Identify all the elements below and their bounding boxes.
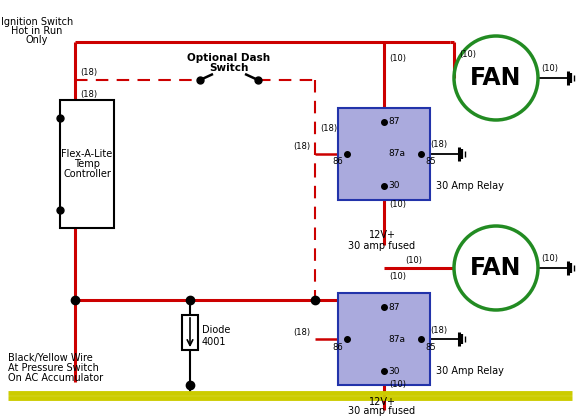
Text: (10): (10)	[389, 380, 406, 390]
Text: 12V+: 12V+	[368, 397, 396, 407]
Bar	[182, 315, 198, 350]
Text: 87: 87	[388, 117, 400, 127]
Text: 30: 30	[388, 181, 400, 191]
Text: Hot in Run: Hot in Run	[11, 26, 63, 36]
Text: On AC Accumulator: On AC Accumulator	[8, 373, 103, 383]
Text: (10): (10)	[541, 65, 558, 73]
Text: FAN: FAN	[470, 66, 522, 90]
Text: (18): (18)	[293, 142, 310, 152]
Text: (18): (18)	[80, 68, 97, 78]
Text: (18): (18)	[80, 91, 97, 99]
Text: (10): (10)	[541, 254, 558, 264]
Bar	[60, 100, 114, 228]
Text: 30 Amp Relay: 30 Amp Relay	[436, 366, 504, 376]
Text: 30 amp fused: 30 amp fused	[349, 241, 415, 251]
Text: 86: 86	[332, 342, 343, 352]
Text: (10): (10)	[459, 51, 476, 59]
Text: 87: 87	[388, 303, 400, 311]
Text: Black/Yellow Wire: Black/Yellow Wire	[8, 353, 93, 363]
Text: 85: 85	[425, 342, 436, 352]
Bar	[338, 108, 430, 200]
Text: (18): (18)	[431, 326, 447, 334]
Text: Diode: Diode	[202, 325, 231, 335]
Text: (10): (10)	[389, 272, 406, 282]
Text: 30: 30	[388, 367, 400, 375]
Text: 12V+: 12V+	[368, 230, 396, 240]
Text: Switch: Switch	[209, 63, 249, 73]
Text: Flex-A-Lite: Flex-A-Lite	[62, 149, 113, 159]
Bar	[338, 293, 430, 385]
Text: Optional Dash: Optional Dash	[188, 53, 271, 63]
Text: (10): (10)	[406, 256, 422, 264]
Text: 85: 85	[425, 158, 436, 166]
Text: 4001: 4001	[202, 337, 227, 347]
Text: Temp: Temp	[74, 159, 100, 169]
Text: (18): (18)	[382, 298, 399, 308]
Text: 87a: 87a	[388, 334, 405, 344]
Text: (10): (10)	[389, 54, 406, 62]
Text: FAN: FAN	[470, 256, 522, 280]
Text: (18): (18)	[431, 140, 447, 150]
Text: 86: 86	[332, 158, 343, 166]
Text: Controller: Controller	[63, 169, 111, 179]
Text: (18): (18)	[320, 124, 337, 132]
Text: 30 amp fused: 30 amp fused	[349, 406, 415, 416]
Text: 87a: 87a	[388, 150, 405, 158]
Text: At Pressure Switch: At Pressure Switch	[8, 363, 99, 373]
Text: Only: Only	[26, 35, 48, 45]
Text: 30 Amp Relay: 30 Amp Relay	[436, 181, 504, 191]
Text: (10): (10)	[389, 201, 406, 210]
Text: Ignition Switch: Ignition Switch	[1, 17, 73, 27]
Text: (18): (18)	[293, 328, 310, 336]
